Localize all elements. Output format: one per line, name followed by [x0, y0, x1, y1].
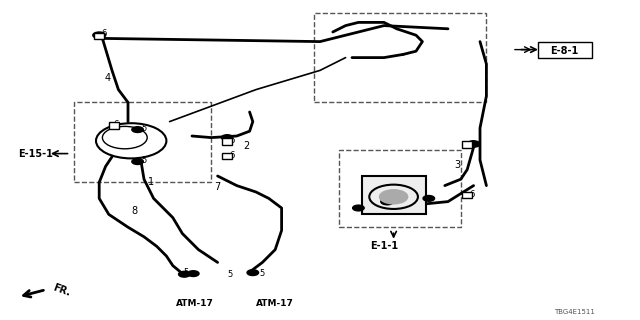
- Bar: [362, 176, 426, 214]
- Text: 1: 1: [148, 177, 154, 188]
- Bar: [462, 192, 472, 198]
- Text: 6: 6: [102, 29, 107, 38]
- Bar: [314, 13, 486, 102]
- Text: E-15-1: E-15-1: [18, 148, 52, 159]
- Text: 5: 5: [183, 268, 188, 277]
- Bar: [222, 138, 232, 145]
- Text: 3: 3: [454, 160, 461, 171]
- Circle shape: [188, 271, 199, 276]
- Text: 2: 2: [243, 140, 250, 151]
- Text: E-1-1: E-1-1: [370, 241, 398, 252]
- Bar: [339, 150, 461, 227]
- Text: 7: 7: [214, 182, 221, 192]
- Text: E-8-1: E-8-1: [550, 46, 579, 56]
- Text: 5: 5: [141, 124, 147, 132]
- Circle shape: [467, 141, 480, 147]
- Circle shape: [380, 190, 408, 204]
- Circle shape: [179, 271, 190, 277]
- Text: 8: 8: [131, 206, 138, 216]
- Text: TBG4E1511: TBG4E1511: [554, 309, 595, 315]
- Text: 5: 5: [228, 270, 233, 279]
- Circle shape: [93, 32, 106, 38]
- Bar: [222, 153, 232, 159]
- Text: 6: 6: [230, 151, 235, 160]
- Text: 6: 6: [470, 140, 475, 148]
- Text: 6: 6: [114, 120, 119, 129]
- Text: 5: 5: [141, 156, 147, 164]
- Text: FR.: FR.: [51, 283, 72, 298]
- Text: 6: 6: [230, 136, 235, 145]
- Circle shape: [381, 198, 394, 205]
- Bar: [462, 141, 472, 148]
- Text: 5: 5: [260, 269, 265, 278]
- Text: 6: 6: [470, 190, 475, 199]
- Text: ATM-17: ATM-17: [256, 300, 294, 308]
- Text: 4: 4: [104, 73, 111, 84]
- Bar: [94, 33, 104, 39]
- Bar: [74, 102, 211, 182]
- Circle shape: [132, 127, 143, 132]
- Text: ATM-17: ATM-17: [176, 300, 214, 308]
- Circle shape: [132, 159, 143, 164]
- Circle shape: [353, 205, 364, 211]
- Circle shape: [247, 270, 259, 276]
- Bar: [109, 122, 119, 129]
- Circle shape: [423, 196, 435, 201]
- Circle shape: [221, 135, 233, 140]
- FancyBboxPatch shape: [538, 42, 592, 58]
